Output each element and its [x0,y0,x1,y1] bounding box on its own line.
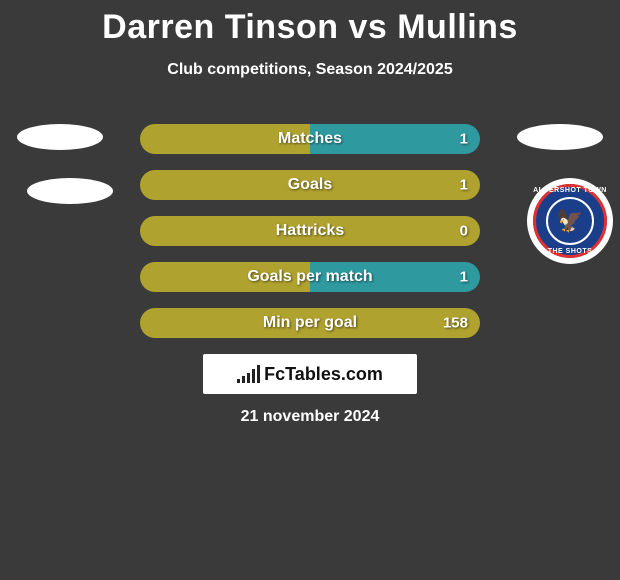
comparison-card: Darren Tinson vs Mullins Club competitio… [0,0,620,580]
right-club-crest: ALDERSHOT TOWN 🦅 THE SHOTS [527,178,613,264]
brand-text: FcTables.com [264,364,383,385]
stat-row-goals-per-match: Goals per match 1 [140,262,480,292]
ellipse-icon [17,124,103,150]
left-player-badge-2 [27,178,113,204]
right-player-badge-small [517,124,603,150]
bar-chart-icon [237,365,260,383]
stat-row-matches: Matches 1 [140,124,480,154]
crest-center: 🦅 [546,197,594,245]
page-subtitle: Club competitions, Season 2024/2025 [0,61,620,79]
left-player-badge [17,124,103,150]
stat-value-right: 1 [460,269,468,286]
page-title: Darren Tinson vs Mullins [0,0,620,47]
stat-row-hattricks: Hattricks 0 [140,216,480,246]
crest-text-bottom: THE SHOTS [533,248,607,255]
phoenix-icon: 🦅 [556,210,583,232]
ellipse-icon [27,178,113,204]
ellipse-icon [517,124,603,150]
date-label: 21 november 2024 [0,408,620,426]
crest-inner: ALDERSHOT TOWN 🦅 THE SHOTS [533,184,607,258]
stat-value-right: 0 [460,223,468,240]
stat-value-right: 158 [443,315,468,332]
stats-panel: Matches 1 Goals 1 Hattricks 0 Goals per … [140,124,480,354]
stat-row-min-per-goal: Min per goal 158 [140,308,480,338]
stat-value-right: 1 [460,177,468,194]
stat-label: Hattricks [276,222,344,240]
stat-label: Matches [278,130,342,148]
stat-label: Goals per match [247,268,372,286]
stat-value-right: 1 [460,131,468,148]
stat-label: Min per goal [263,314,357,332]
brand-badge[interactable]: FcTables.com [203,354,417,394]
stat-row-goals: Goals 1 [140,170,480,200]
crest-text-top: ALDERSHOT TOWN [533,187,607,194]
stat-label: Goals [288,176,332,194]
